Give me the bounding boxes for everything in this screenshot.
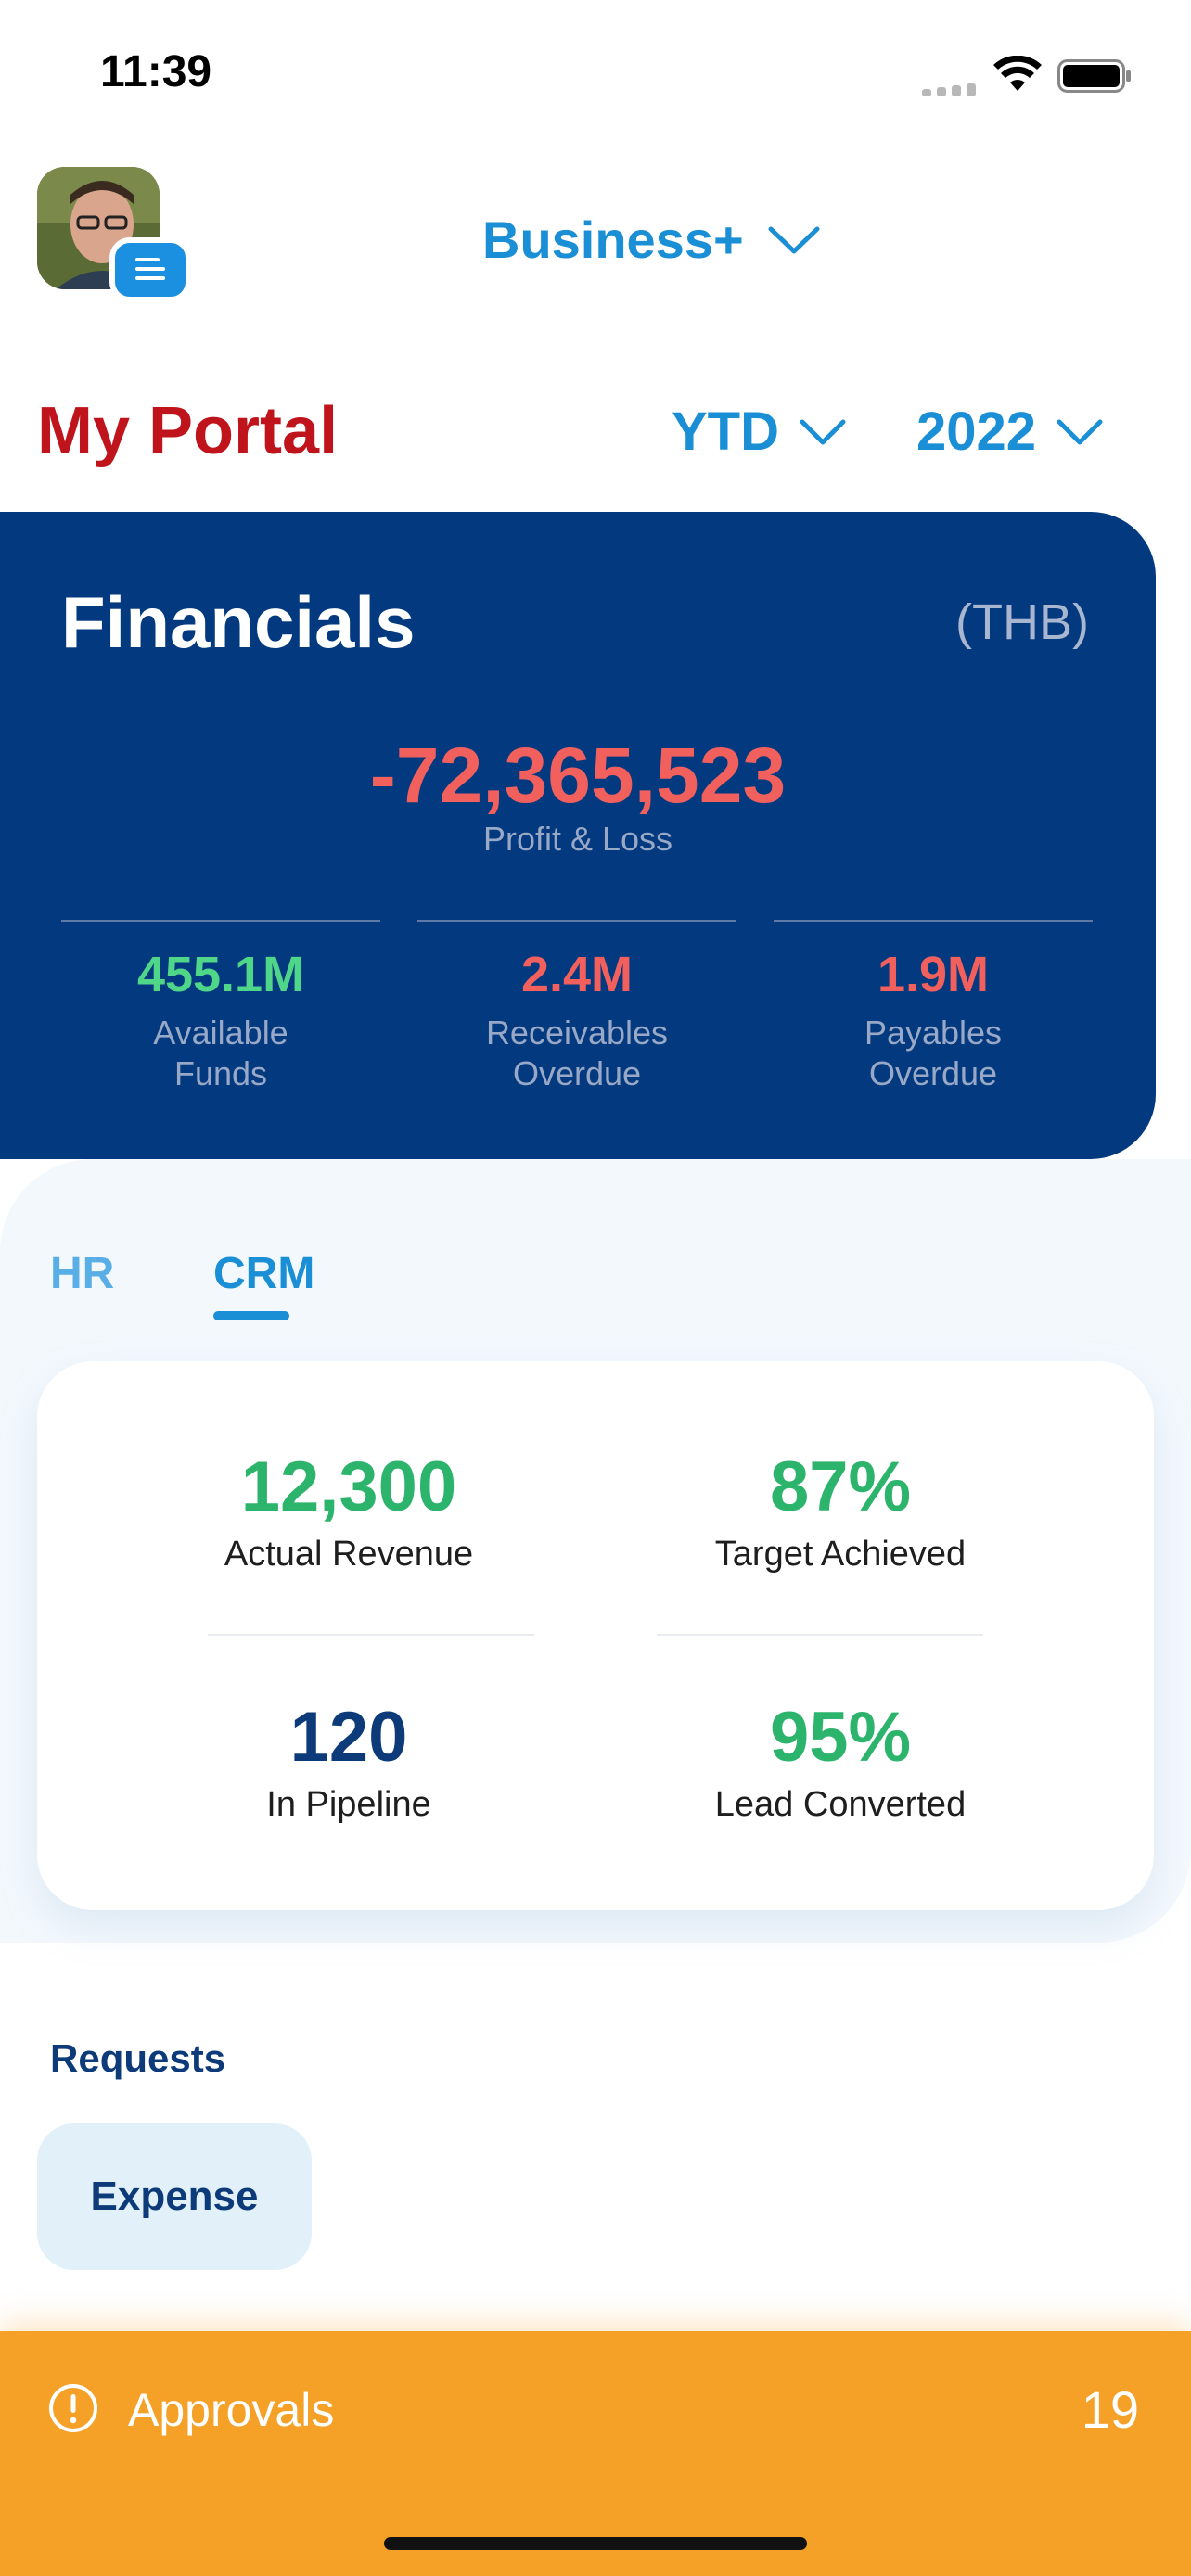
metric-label: Actual Revenue: [224, 1535, 474, 1574]
menu-badge[interactable]: [109, 237, 191, 302]
menu-lines-icon: [135, 258, 165, 280]
period-label: YTD: [672, 402, 779, 462]
divider: [657, 1634, 983, 1636]
financials-title: Financials: [61, 581, 416, 663]
avatar-photo-icon: [37, 167, 160, 289]
alert-circle-icon: [49, 2384, 97, 2432]
approvals-bar[interactable]: [0, 2331, 1191, 2576]
crm-card: [37, 1361, 1154, 1910]
profit-loss-value: -72,365,523: [369, 732, 787, 819]
year-selector[interactable]: 2022: [916, 401, 1103, 463]
kpi-label: Available Funds: [153, 1014, 288, 1092]
divider: [774, 920, 1093, 922]
chevron-down-icon: [768, 226, 820, 253]
divider: [417, 920, 736, 922]
kpi-receivables-overdue: 2.4M Receivables Overdue: [399, 946, 755, 1094]
profit-loss-label: Profit & Loss: [482, 820, 673, 858]
metric-label: Target Achieved: [714, 1535, 967, 1574]
metric-actual-revenue: 12,300 Actual Revenue: [108, 1447, 590, 1575]
chevron-down-icon: [800, 419, 846, 444]
kpi-value: 455.1M: [136, 947, 305, 1002]
metric-label: In Pipeline: [266, 1785, 431, 1824]
metric-value: 87%: [769, 1447, 912, 1526]
kpi-label: Receivables Overdue: [485, 1014, 669, 1092]
metric-value: 120: [289, 1698, 408, 1777]
page-title: My Portal: [37, 394, 339, 468]
metric-target-achieved: 87% Target Achieved: [599, 1447, 1082, 1575]
currency-label: (THB): [955, 594, 1089, 650]
approvals-count: 19: [1081, 2380, 1139, 2439]
tab-hr[interactable]: HR: [50, 1249, 115, 1298]
tab-crm[interactable]: CRM: [213, 1249, 315, 1298]
year-label: 2022: [916, 402, 1037, 462]
status-time: 11:39: [100, 47, 212, 96]
chevron-down-icon: [1057, 419, 1103, 444]
requests-title: Requests: [50, 2036, 226, 2080]
home-indicator[interactable]: [384, 2537, 807, 2550]
divider: [208, 1634, 534, 1636]
avatar[interactable]: [37, 167, 160, 289]
kpi-value: 2.4M: [520, 947, 634, 1002]
divider: [61, 920, 380, 922]
battery-icon: [1057, 59, 1131, 93]
financials-card[interactable]: [0, 512, 1156, 1159]
metric-label: Lead Converted: [714, 1785, 967, 1824]
approvals-label: Approvals: [128, 2384, 335, 2436]
cellular-signal-icon: [922, 82, 978, 96]
kpi-payables-overdue: 1.9M Payables Overdue: [755, 946, 1111, 1094]
business-label: Business+: [482, 210, 744, 269]
period-selector[interactable]: YTD: [672, 401, 846, 463]
kpi-available-funds: 455.1M Available Funds: [43, 946, 399, 1094]
business-selector[interactable]: Business+: [482, 210, 820, 270]
kpi-value: 1.9M: [877, 947, 990, 1002]
metric-value: 12,300: [240, 1447, 457, 1526]
metric-value: 95%: [769, 1698, 912, 1777]
metric-in-pipeline: 120 In Pipeline: [108, 1697, 590, 1825]
wifi-icon: [993, 56, 1042, 91]
metric-lead-converted: 95% Lead Converted: [599, 1697, 1082, 1825]
active-tab-indicator: [213, 1311, 289, 1320]
kpi-label: Payables Overdue: [864, 1014, 1003, 1092]
expense-request-button[interactable]: Expense: [37, 2123, 312, 2270]
